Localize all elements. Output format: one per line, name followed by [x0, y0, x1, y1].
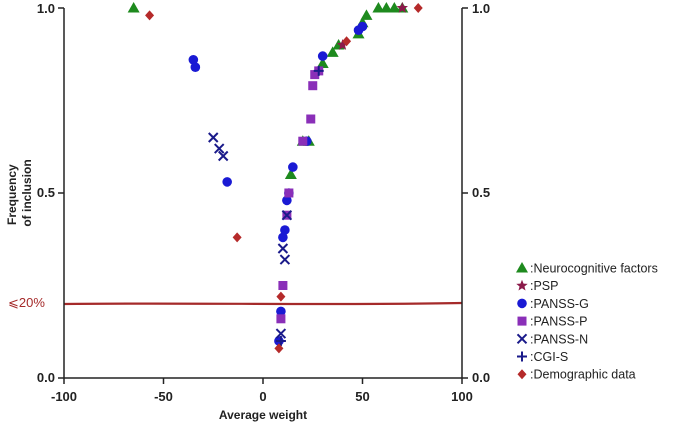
data-point-demographic-data	[276, 291, 286, 302]
data-point-demographic-data	[274, 343, 284, 354]
x-tick-label: -50	[154, 389, 173, 404]
legend-marker	[516, 262, 528, 273]
data-point-panss-n	[217, 150, 229, 162]
x-tick-label: 50	[355, 389, 369, 404]
legend-label: :PANSS-G	[530, 297, 589, 311]
legend-marker	[517, 351, 527, 362]
legend-label: :PSP	[530, 279, 559, 293]
legend-marker	[516, 333, 528, 345]
left-y-ticks: 0.0 0.5 1.0	[37, 1, 64, 385]
data-point-panss-p	[278, 281, 288, 290]
series-panss-p	[276, 66, 324, 324]
legend-label: :PANSS-P	[530, 315, 587, 329]
data-point-panss-g	[278, 232, 288, 243]
data-point-panss-g	[188, 55, 199, 65]
x-tick-label: 100	[451, 389, 473, 404]
data-point-panss-g	[280, 225, 290, 235]
data-point-cgi-s	[275, 336, 286, 346]
threshold-label: ⩽20%	[8, 295, 45, 310]
data-point-neurocognitive-factors	[326, 46, 339, 57]
series-psp	[336, 2, 409, 50]
data-point-demographic-data	[145, 10, 155, 21]
series-demographic-data	[145, 3, 423, 354]
legend-item-panss-n: :PANSS-N	[516, 332, 588, 346]
legend-marker	[517, 369, 527, 380]
data-point-neurocognitive-factors	[316, 57, 329, 68]
legend-label: :CGI-S	[530, 350, 568, 364]
data-point-panss-g	[288, 162, 298, 172]
data-point-psp	[396, 2, 409, 13]
data-point-panss-n	[281, 209, 293, 221]
data-point-neurocognitive-factors	[284, 168, 297, 179]
x-tick-label: 0	[259, 389, 266, 404]
data-point-neurocognitive-factors	[380, 2, 393, 13]
series-neurocognitive-factors	[127, 2, 409, 179]
data-point-demographic-data	[232, 232, 242, 243]
legend-item-panss-g: :PANSS-G	[517, 297, 589, 311]
y-axis-title: Frequency of inclusion	[5, 159, 34, 226]
data-point-psp	[336, 39, 349, 50]
data-point-demographic-data	[342, 36, 352, 47]
data-point-panss-n	[275, 328, 287, 339]
y-tick-label: 0.0	[37, 370, 55, 385]
legend-item-neurocognitive-factors: :Neurocognitive factors	[516, 262, 658, 276]
data-point-panss-p	[308, 81, 318, 91]
series-panss-n	[208, 132, 293, 339]
right-y-tick-label: 0.5	[472, 185, 490, 200]
right-y-tick-label: 1.0	[472, 1, 490, 16]
legend-label: :PANSS-N	[530, 332, 588, 346]
legend-marker	[517, 316, 527, 326]
legend-label: :Neurocognitive factors	[530, 262, 658, 276]
legend-item-panss-p: :PANSS-P	[517, 315, 587, 329]
data-point-panss-n	[208, 132, 219, 143]
data-point-panss-n	[279, 254, 291, 265]
x-axis-title: Average weight	[219, 408, 307, 422]
y-tick-label: 0.5	[37, 185, 55, 200]
data-point-panss-g	[190, 62, 201, 72]
data-point-panss-g	[276, 306, 286, 317]
data-point-panss-g	[282, 195, 292, 206]
series-cgi-s	[275, 65, 324, 346]
legend-item-psp: :PSP	[516, 279, 559, 293]
data-point-panss-n	[214, 143, 225, 154]
data-point-panss-g	[317, 51, 328, 61]
data-point-panss-g	[222, 177, 232, 187]
data-point-demographic-data	[413, 3, 423, 13]
x-ticks: -100 -50 0 50 100	[51, 378, 473, 404]
legend-marker	[516, 279, 528, 291]
legend-item-demographic-data: :Demographic data	[517, 368, 636, 382]
legend: :Neurocognitive factors :PSP :PANSS-G :PANS…	[516, 262, 658, 382]
legend-item-cgi-s: :CGI-S	[517, 350, 568, 364]
data-point-panss-p	[284, 188, 294, 198]
threshold-line	[63, 301, 463, 306]
data-point-panss-g	[357, 21, 368, 32]
data-point-panss-p	[298, 136, 308, 146]
legend-label: :Demographic data	[530, 368, 636, 382]
data-point-panss-n	[277, 243, 289, 254]
data-point-cgi-s	[313, 65, 324, 76]
data-point-panss-p	[306, 114, 316, 124]
right-y-ticks: 0.0 0.5 1.0	[462, 1, 490, 385]
legend-marker	[517, 298, 527, 309]
y-tick-label: 1.0	[37, 1, 55, 16]
chart-marks	[63, 2, 463, 354]
data-point-neurocognitive-factors	[127, 2, 140, 13]
data-point-neurocognitive-factors	[388, 2, 401, 13]
data-point-panss-p	[276, 314, 286, 324]
x-tick-label: -100	[51, 389, 77, 404]
data-point-neurocognitive-factors	[360, 9, 373, 20]
right-y-tick-label: 0.0	[472, 370, 490, 385]
data-point-neurocognitive-factors	[372, 2, 385, 13]
